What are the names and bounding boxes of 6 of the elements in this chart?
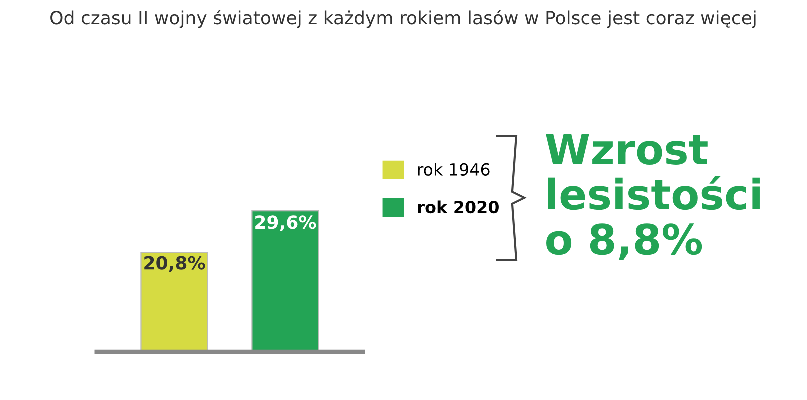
text: Wzrost lesistości o 8,8% xyxy=(546,134,760,260)
legend-label: rok 1946 xyxy=(418,163,490,176)
data-label: 20,8% xyxy=(144,256,206,272)
text: Od czasu II wojny światowej z każdym rokiem lasów w Polsce jest coraz więcej xyxy=(50,10,756,28)
legend-label: rok 2020 xyxy=(418,200,499,214)
data-label: 29,6% xyxy=(256,216,316,232)
